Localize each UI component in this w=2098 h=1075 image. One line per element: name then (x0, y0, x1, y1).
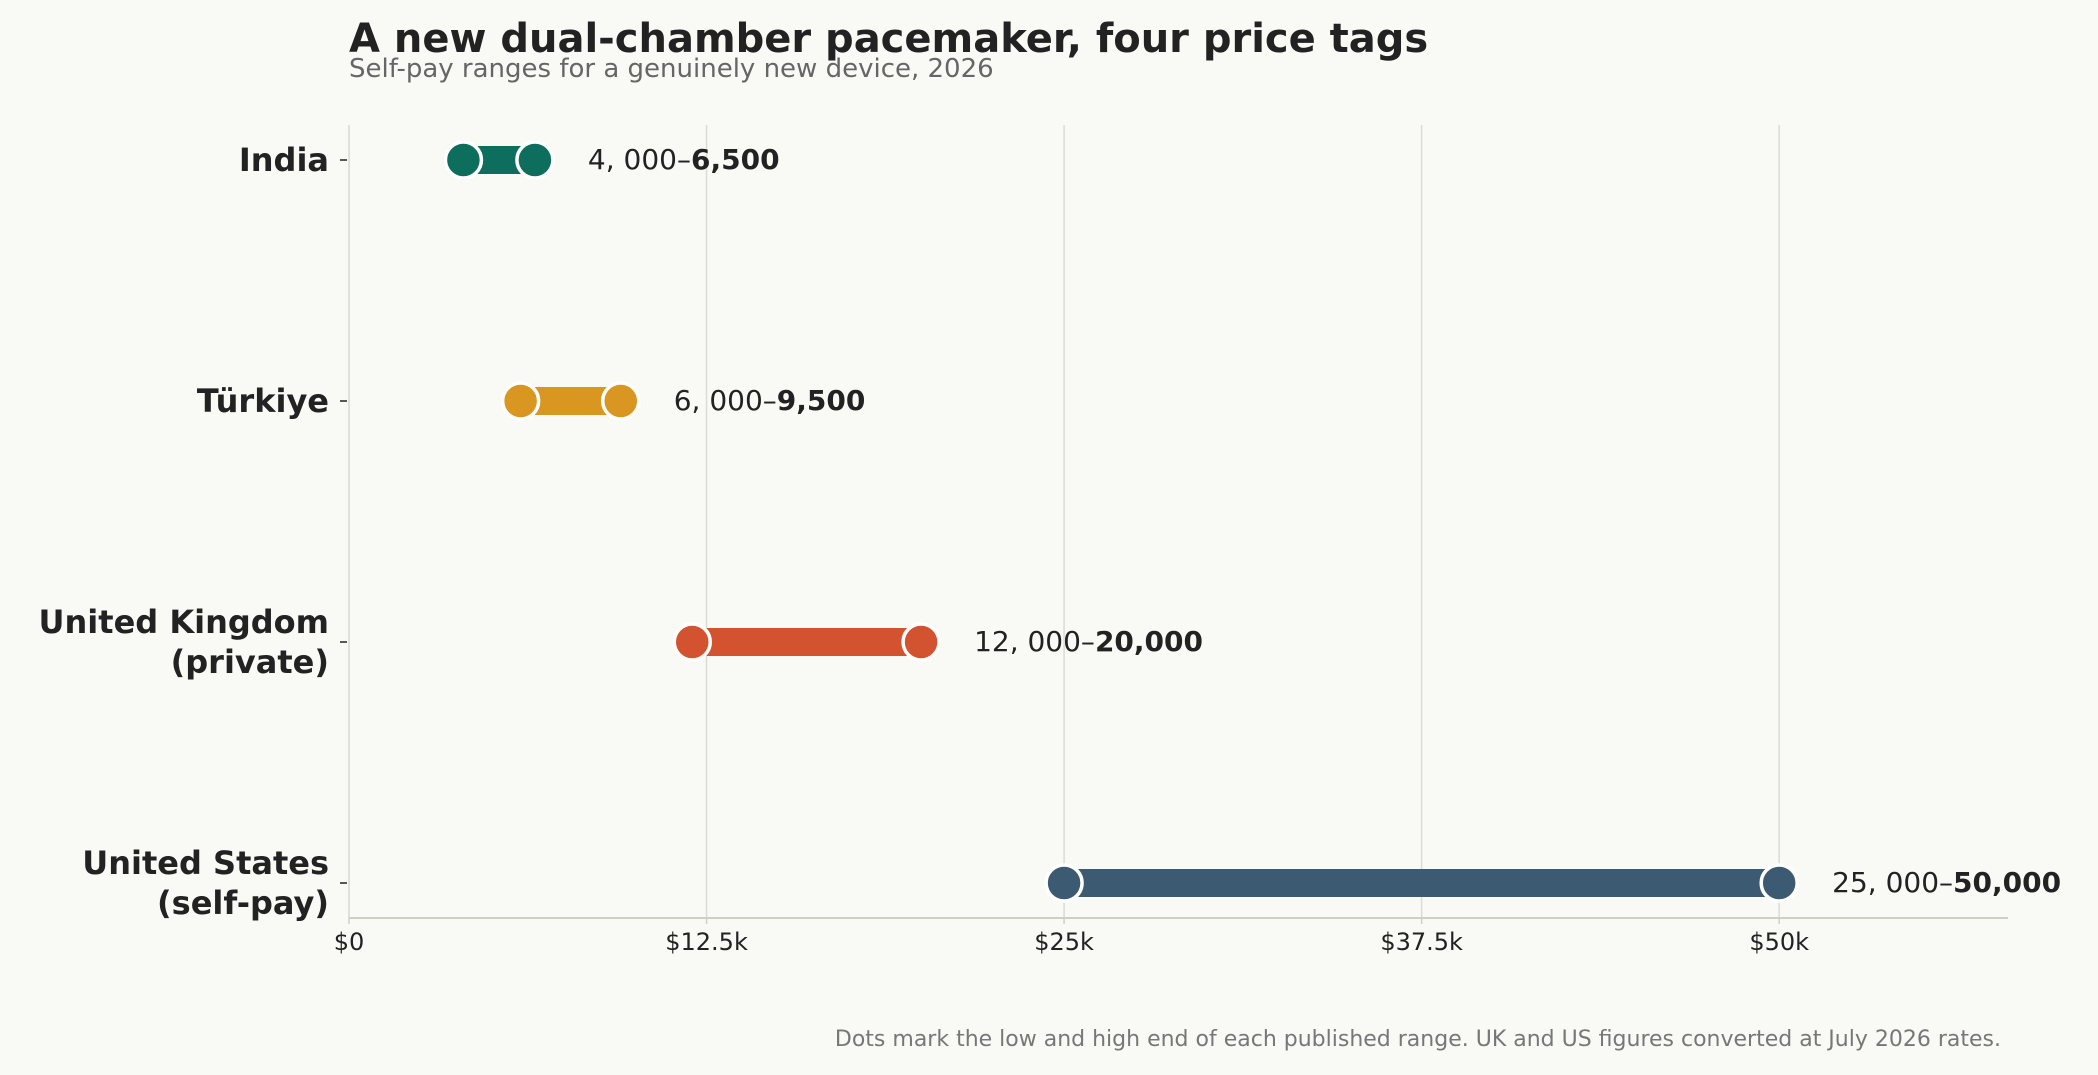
grid-lines (348, 125, 1780, 918)
x-tick-label: $25k (1034, 928, 1094, 956)
category-label: (private) (171, 643, 329, 681)
chart-subtitle: Self-pay ranges for a genuinely new devi… (349, 54, 994, 84)
x-tick-label: $37.5k (1380, 928, 1463, 956)
value-label-range-end: 9,500 (777, 384, 866, 417)
category-label: India (239, 141, 329, 179)
low-dot (672, 622, 712, 662)
high-dot (1759, 863, 1799, 903)
chart-footnote: Dots mark the low and high end of each p… (835, 1027, 2001, 1052)
x-tick-label: $50k (1749, 928, 1809, 956)
range-row: United States(self-pay) 25, 000–50,000 (82, 844, 2061, 922)
value-label-range-end: 6,500 (691, 143, 780, 176)
value-label-range-start: 6, 000– (674, 384, 777, 417)
value-label: 4, 000–6,500 (588, 143, 780, 176)
range-row: United Kingdom(private) 12, 000–20,000 (39, 603, 1203, 681)
category-label: Türkiye (197, 382, 329, 420)
value-label-range-start: 4, 000– (588, 143, 691, 176)
value-label-range-end: 50,000 (1953, 866, 2061, 899)
category-label: (self-pay) (157, 884, 329, 922)
high-dot (600, 381, 641, 421)
value-label-range-start: 12, 000– (974, 625, 1095, 658)
chart-title: A new dual-chamber pacemaker, four price… (349, 16, 1428, 62)
x-tick-label: $12.5k (665, 928, 748, 956)
low-dot (1044, 863, 1084, 903)
value-label-range-start: 25, 000– (1832, 866, 1953, 899)
range-row: Türkiye 6, 000–9,500 (197, 381, 866, 421)
category-label: United Kingdom (39, 603, 329, 641)
low-dot (500, 381, 541, 421)
x-tick-label: $0 (334, 928, 365, 956)
axes: $0 $12.5k $25k $37.5k $50k (334, 125, 2008, 956)
value-label: 12, 000–20,000 (974, 625, 1203, 658)
range-row: India 4, 000–6,500 (239, 140, 780, 180)
value-label: 6, 000–9,500 (674, 384, 866, 417)
value-label-range-end: 20,000 (1095, 625, 1203, 658)
range-marks: India 4, 000–6,500 Türkiye 6, 000–9,500 Unit… (39, 140, 2061, 922)
value-label: 25, 000–50,000 (1832, 866, 2061, 899)
high-dot (515, 140, 555, 180)
category-label: United States (82, 844, 329, 882)
low-dot (443, 140, 484, 180)
high-dot (901, 622, 941, 662)
